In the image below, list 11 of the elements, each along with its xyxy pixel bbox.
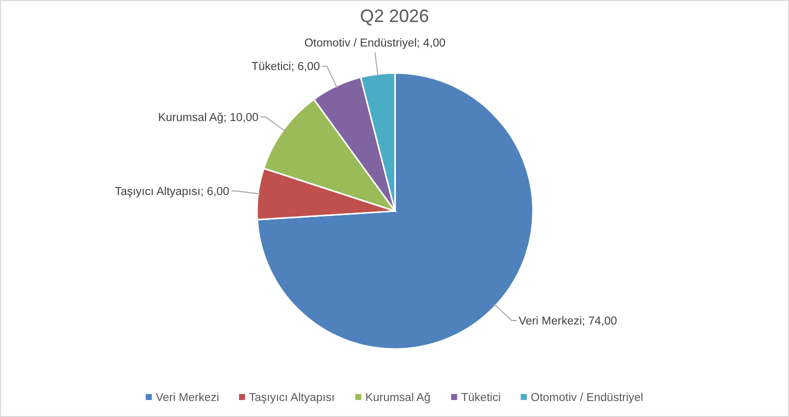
chart-title: Q2 2026: [360, 6, 430, 26]
legend-label: Veri Merkezi: [156, 392, 220, 404]
data-label: Otomotiv / Endüstriyel; 4,00: [304, 37, 446, 50]
data-label: Taşıyıcı Altyapısı; 6,00: [114, 186, 230, 198]
data-label: Kurumsal Ağ; 10,00: [158, 112, 259, 124]
legend-label: Taşıyıcı Altyapısı: [249, 392, 335, 404]
data-label: Tüketici; 6,00: [251, 61, 320, 74]
legend-label: Tüketici: [461, 392, 501, 404]
legend-label: Otomotiv / Endüstriyel: [530, 392, 644, 404]
data-label: Veri Merkezi; 74,00: [518, 316, 618, 328]
legend-label: Kurumsal Ağ: [365, 392, 431, 404]
